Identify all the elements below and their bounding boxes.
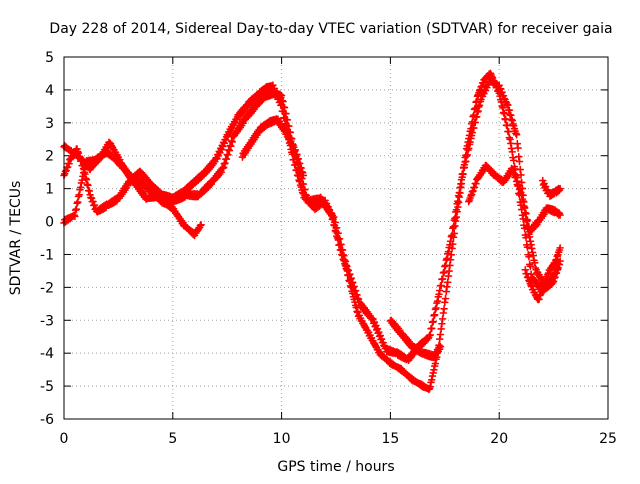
series-sat-A [60,69,564,394]
series-sat-H [538,176,564,201]
data-point [447,251,456,259]
y-tick-label: -1 [40,247,54,263]
data-point [285,122,293,130]
series-sat-B [60,74,562,365]
data-point [279,97,287,106]
y-tick-label: -4 [40,346,54,362]
data-point [440,268,448,276]
data-point [459,170,467,178]
data-point [504,127,513,136]
y-tick-label: 0 [45,215,54,231]
y-tick-label: -3 [40,313,54,329]
plot-frame [63,56,609,420]
data-point [441,294,450,303]
data-point [436,342,445,351]
data-point [509,156,518,165]
data-point [454,197,462,206]
data-point [520,203,529,212]
data-point [430,311,439,319]
data-point [445,267,453,275]
data-point [525,252,533,261]
series-sat-C [60,148,205,240]
x-tick-label: 10 [273,431,291,447]
data-point [429,317,437,326]
data-point [516,165,525,174]
data-point [554,263,562,272]
tick-labels: 0 5 10 15 20 25 -6 -5 -4 -3 -2 -1 0 1 2 3 4 5 [40,50,617,447]
data-point [515,157,524,166]
data-point [73,198,82,206]
data-point [526,262,535,271]
data-point [282,109,290,118]
data-point [522,209,530,218]
y-axis-label: SDTVAR / TECUs [8,181,24,296]
data-point [71,212,79,221]
x-tick-label: 15 [381,431,399,447]
series-sat-D [238,115,308,180]
data-point [501,115,510,124]
data-point [436,330,445,339]
data-point [512,130,521,139]
x-tick-label: 0 [60,431,69,447]
data-point [514,144,522,152]
y-tick-label: -6 [40,412,54,428]
x-tick-label: 25 [599,431,617,447]
chart-title: Day 228 of 2014, Sidereal Day-to-day VTE… [49,21,612,37]
data-point [522,233,530,242]
data-point [443,278,452,287]
data-points [60,69,564,394]
data-point [452,206,461,214]
y-tick-label: 4 [45,83,54,99]
data-point [523,216,532,224]
data-point [470,124,478,132]
y-tick-label: 3 [45,116,54,132]
data-point [523,243,532,252]
data-point [438,315,447,323]
y-tick-label: -2 [40,280,54,296]
data-point [448,231,456,240]
series-sat-E [386,316,445,362]
data-point [332,223,341,232]
data-point [299,171,308,180]
data-point [331,218,340,227]
data-point [426,331,435,339]
x-tick-label: 20 [490,431,508,447]
y-tick-label: 2 [45,149,54,165]
y-tick-label: 5 [45,50,54,66]
data-point [197,221,205,229]
data-point [427,324,436,333]
y-tick-label: -5 [40,379,54,395]
data-point [438,275,447,283]
data-point [556,244,564,252]
data-point [508,148,517,156]
data-point [460,163,469,172]
data-point [280,103,289,112]
data-point [440,304,448,313]
series-sat-F [464,161,564,236]
x-axis-label: GPS time / hours [277,459,394,475]
data-point [517,171,525,179]
x-tick-label: 5 [168,431,177,447]
data-point [72,205,81,214]
data-point [556,184,564,193]
data-point [335,234,344,243]
data-point [449,223,458,231]
data-point [503,121,511,130]
data-point [283,116,292,124]
data-point [457,175,466,184]
data-point [437,281,445,290]
series-sat-G [521,244,564,304]
data-point [451,214,459,223]
data-point [556,211,564,219]
y-tick-label: 1 [45,182,54,198]
data-point [334,229,342,238]
